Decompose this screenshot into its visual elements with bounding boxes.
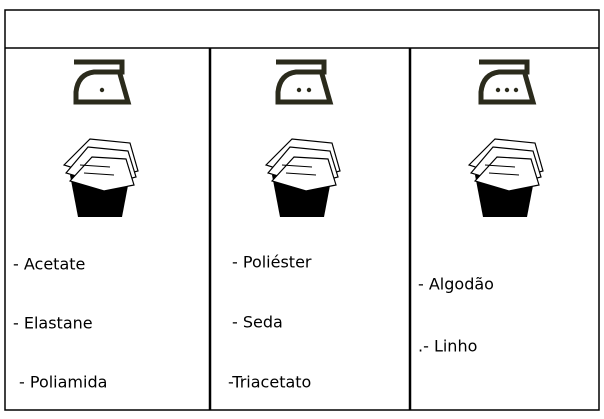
fabric-item: - Poliéster — [232, 253, 312, 272]
fabric-item: - Elastane — [13, 314, 93, 333]
fabric-item: - Acetate — [13, 255, 85, 274]
wash-icon — [265, 138, 341, 218]
fabric-item: - Poliamida — [19, 373, 107, 392]
fabric-item: .- Linho — [418, 337, 477, 356]
fabric-item: - Algodão — [418, 275, 494, 294]
fabric-item: - Seda — [232, 313, 283, 332]
iron-icon — [276, 62, 330, 102]
wash-icon — [63, 138, 139, 218]
fabric-item: -Triacetato — [228, 373, 311, 392]
iron-icon — [74, 62, 128, 102]
wash-icon — [468, 138, 544, 218]
table-border — [4, 9, 600, 411]
iron-icon — [479, 62, 533, 102]
